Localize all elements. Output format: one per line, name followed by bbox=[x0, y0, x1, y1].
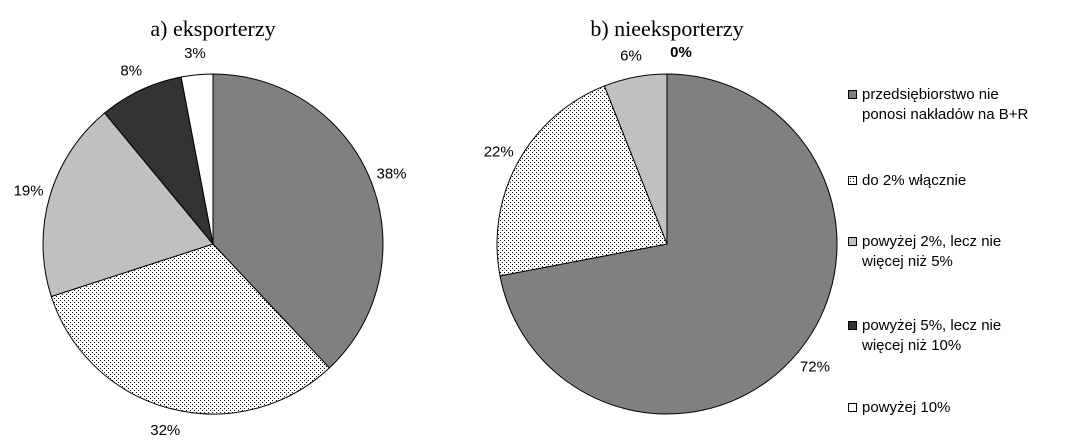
legend-label-no-rd: przedsiębiorstwo nie ponosi nakładów na … bbox=[862, 86, 1029, 123]
data-label-eksporterzy-up-to-2: 32% bbox=[150, 422, 180, 435]
pie-slice-eksporterzy-up-to-2 bbox=[50, 243, 331, 415]
pie-slice-eksporterzy-above-10 bbox=[180, 73, 214, 245]
legend-label-5-to-10: powyżej 5%, lecz nie więcej niż 10% bbox=[862, 317, 1002, 354]
data-label-nieeksporterzy-up-to-2: 22% bbox=[484, 144, 514, 161]
pie-slice-nieeksporterzy-up-to-2 bbox=[496, 85, 668, 277]
data-label-nieeksporterzy-2-to-5: 6% bbox=[620, 47, 642, 64]
legend: przedsiębiorstwo nie ponosi nakładów na … bbox=[848, 0, 1087, 435]
pie-title-nieeksporterzy: b) nieeksporterzy bbox=[590, 16, 743, 41]
data-label-eksporterzy-5-to-10: 8% bbox=[120, 62, 142, 79]
data-label-nieeksporterzy-no-rd: 72% bbox=[800, 358, 830, 375]
legend-swatch-above-10 bbox=[848, 403, 857, 412]
pie-slice-eksporterzy-no-rd bbox=[212, 73, 384, 369]
pie-title-eksporterzy: a) eksporterzy bbox=[150, 16, 275, 41]
legend-swatch-no-rd bbox=[848, 90, 857, 99]
legend-label-up-to-2: do 2% włącznie bbox=[862, 172, 967, 189]
legend-swatch-5-to-10 bbox=[848, 321, 857, 330]
data-label-eksporterzy-above-10: 3% bbox=[184, 45, 206, 62]
legend-label-above-10: powyżej 10% bbox=[862, 399, 951, 416]
pie-slice-nieeksporterzy-2-to-5 bbox=[603, 73, 668, 245]
pie-chart-nieeksporterzy: b) nieeksporterzy 72% 22% 6% 0% bbox=[484, 16, 838, 415]
legend-swatch-up-to-2 bbox=[848, 176, 857, 185]
data-label-eksporterzy-2-to-5: 19% bbox=[14, 182, 44, 199]
legend-swatch-2-to-5 bbox=[848, 237, 857, 246]
legend-label-2-to-5: powyżej 2%, lecz nie więcej niż 5% bbox=[862, 233, 1002, 270]
pie-slice-nieeksporterzy-no-rd bbox=[499, 73, 838, 415]
pie-slice-eksporterzy-2-to-5 bbox=[42, 112, 214, 298]
data-label-eksporterzy-no-rd: 38% bbox=[377, 165, 407, 182]
pie-chart-eksporterzy: a) eksporterzy 38% 32% 19% 8% 3% bbox=[14, 16, 407, 439]
data-label-nieeksporterzy-5-to-10: 0% bbox=[670, 44, 692, 61]
